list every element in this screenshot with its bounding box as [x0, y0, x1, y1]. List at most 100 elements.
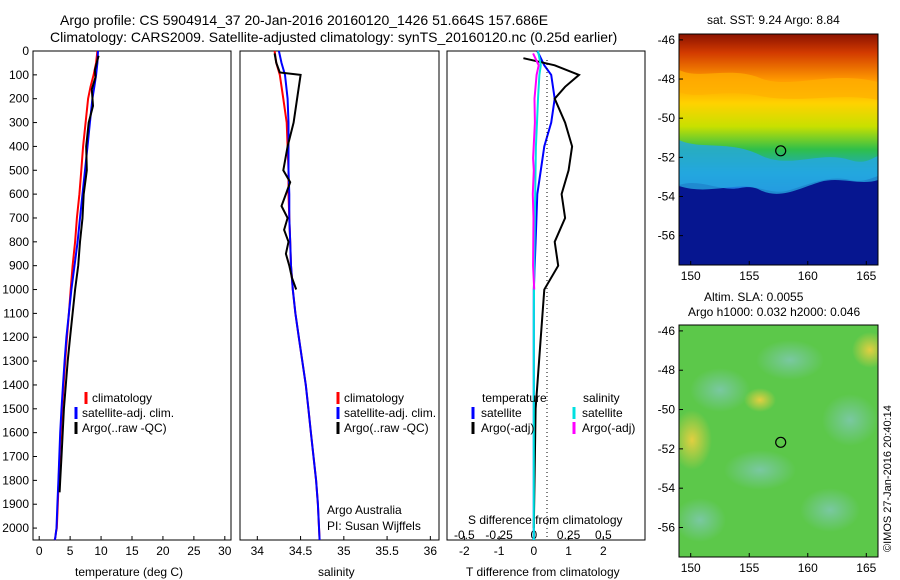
map-y-tick-label: -54	[658, 189, 676, 203]
sla-high-anomaly	[679, 410, 712, 470]
x-tick-label: 35.5	[375, 544, 399, 558]
x-tick-label: 1	[565, 544, 572, 558]
argo-position-marker	[775, 145, 787, 157]
map-y-tick-label: -46	[658, 33, 676, 47]
salinity-legend: climatology satellite-adj. clim. Argo(..…	[336, 391, 436, 435]
sla-anomaly	[690, 368, 750, 412]
sst-map-title: sat. SST: 9.24 Argo: 8.84	[707, 13, 840, 27]
map-x-tick-label: 150	[681, 269, 701, 283]
sla-anomaly	[679, 498, 726, 542]
difference-legend: temperature satellite Argo(-adj) salinit…	[471, 391, 635, 435]
map-y-tick-label: -56	[658, 521, 676, 535]
legend-label-temperature-satellite: satellite	[481, 406, 522, 420]
sla-anomaly	[724, 450, 796, 490]
temperature-legend: climatology satellite-adj. clim. Argo(..…	[74, 391, 174, 435]
sla-high-anomaly	[744, 388, 776, 412]
map-x-tick-label: 165	[856, 269, 876, 283]
y-tick-label: 1100	[3, 306, 29, 320]
y-tick-label: 0	[22, 44, 29, 58]
s-difference-axis-label: S difference from climatology	[468, 513, 623, 527]
title-line-1: Argo profile: CS 5904914_37 20-Jan-2016 …	[60, 12, 548, 28]
y-tick-label: 1400	[2, 378, 29, 392]
pi-text: PI: Susan Wijffels	[327, 519, 421, 533]
map-x-tick-label: 165	[856, 561, 876, 575]
sla-anomaly	[822, 394, 878, 446]
y-tick-label: 600	[9, 187, 29, 201]
salinity-plot-frame	[239, 50, 440, 541]
legend-header-salinity: salinity	[583, 391, 620, 405]
legend-label-satellite: satellite-adj. clim.	[82, 406, 174, 420]
legend-label-argo: Argo(..raw -QC)	[344, 421, 429, 435]
x-tick-label: 30	[218, 544, 232, 558]
map-y-tick-label: -50	[658, 403, 676, 417]
y-tick-label: 100	[9, 68, 29, 82]
sst-warm-band	[679, 70, 878, 100]
series-line-climatology	[273, 50, 321, 541]
y-tick-label: 1500	[2, 402, 29, 416]
temperature-axis-label: temperature (deg C)	[75, 565, 183, 579]
y-tick-label: 1600	[2, 426, 29, 440]
y-tick-label: 1300	[2, 354, 29, 368]
top-tick-label: -0.5	[454, 528, 475, 542]
y-tick-label: 2000	[2, 521, 29, 535]
map-y-tick-label: -46	[658, 324, 676, 338]
x-tick-label: 0	[530, 544, 537, 558]
legend-label-climatology: climatology	[344, 391, 404, 405]
sla-anomaly	[800, 488, 860, 532]
legend-label-argo: Argo(..raw -QC)	[82, 421, 167, 435]
x-tick-label: -2	[459, 544, 470, 558]
legend-label-climatology: climatology	[92, 391, 152, 405]
sst-front	[679, 140, 878, 194]
y-tick-label: 900	[9, 259, 29, 273]
sst-map: sat. SST: 9.24 Argo: 8.84	[678, 13, 879, 266]
x-tick-label: 36	[424, 544, 438, 558]
map-y-tick-label: -52	[658, 442, 676, 456]
legend-label-temperature-argo: Argo(-adj)	[481, 421, 534, 435]
top-tick-label: -0.25	[485, 528, 513, 542]
series-line-salinity-argo-adj-	[531, 52, 540, 290]
legend-label-salinity-argo: Argo(-adj)	[582, 421, 635, 435]
series-line-satellite-adj-clim-	[277, 50, 321, 541]
map-y-tick-label: -56	[658, 229, 676, 243]
legend-header-temperature: temperature	[482, 391, 547, 405]
title-line-2: Climatology: CARS2009. Satellite-adjuste…	[50, 29, 617, 45]
legend-label-salinity-satellite: satellite	[582, 406, 623, 420]
credit-text: Argo Australia	[327, 503, 402, 517]
sla-map-frame	[678, 324, 879, 558]
series-line-argo-raw-qc-	[273, 53, 302, 290]
y-tick-label: 1900	[2, 497, 29, 511]
salinity-plot: 34 34.5 35 35.5 36	[251, 50, 438, 558]
x-tick-label: 0	[36, 544, 43, 558]
sst-map-frame	[678, 33, 879, 266]
series-line-argo-raw-qc-	[58, 55, 100, 493]
argo-position-marker	[775, 436, 787, 448]
temperature-plot-frame	[32, 50, 232, 541]
map-x-tick-label: 150	[681, 561, 701, 575]
y-tick-label: 1800	[2, 473, 29, 487]
difference-plot: -2 -1 0 1 2-0.5 -0.25 0 0.25 0.5	[454, 50, 612, 558]
top-tick-label: 0.5	[595, 528, 612, 542]
x-tick-label: 2	[600, 544, 607, 558]
salinity-axis-label: salinity	[318, 565, 355, 579]
sla-high-anomaly	[852, 332, 878, 368]
y-tick-label: 500	[9, 163, 29, 177]
sla-map-title: Altim. SLA: 0.0055	[704, 290, 804, 304]
y-tick-label: 400	[9, 139, 29, 153]
x-tick-label: 5	[67, 544, 74, 558]
x-tick-label: -1	[494, 544, 505, 558]
legend-label-satellite: satellite-adj. clim.	[344, 406, 436, 420]
map-y-tick-label: -48	[658, 363, 676, 377]
y-tick-label: 1200	[2, 330, 29, 344]
map-x-tick-label: 160	[798, 269, 818, 283]
x-tick-label: 20	[156, 544, 170, 558]
x-tick-label: 10	[94, 544, 108, 558]
series-line-temperature-argo-adj-	[523, 57, 581, 529]
x-tick-label: 34.5	[289, 544, 313, 558]
map-x-tick-label: 160	[798, 561, 818, 575]
difference-plot-frame	[446, 50, 646, 541]
x-tick-label: 25	[187, 544, 201, 558]
map-axes: 150 155 160 165 -46 -48 -50 -52 -54 -56 150 155 160 1…	[658, 33, 877, 575]
y-tick-label: 200	[9, 92, 29, 106]
top-tick-label: 0.25	[557, 528, 581, 542]
